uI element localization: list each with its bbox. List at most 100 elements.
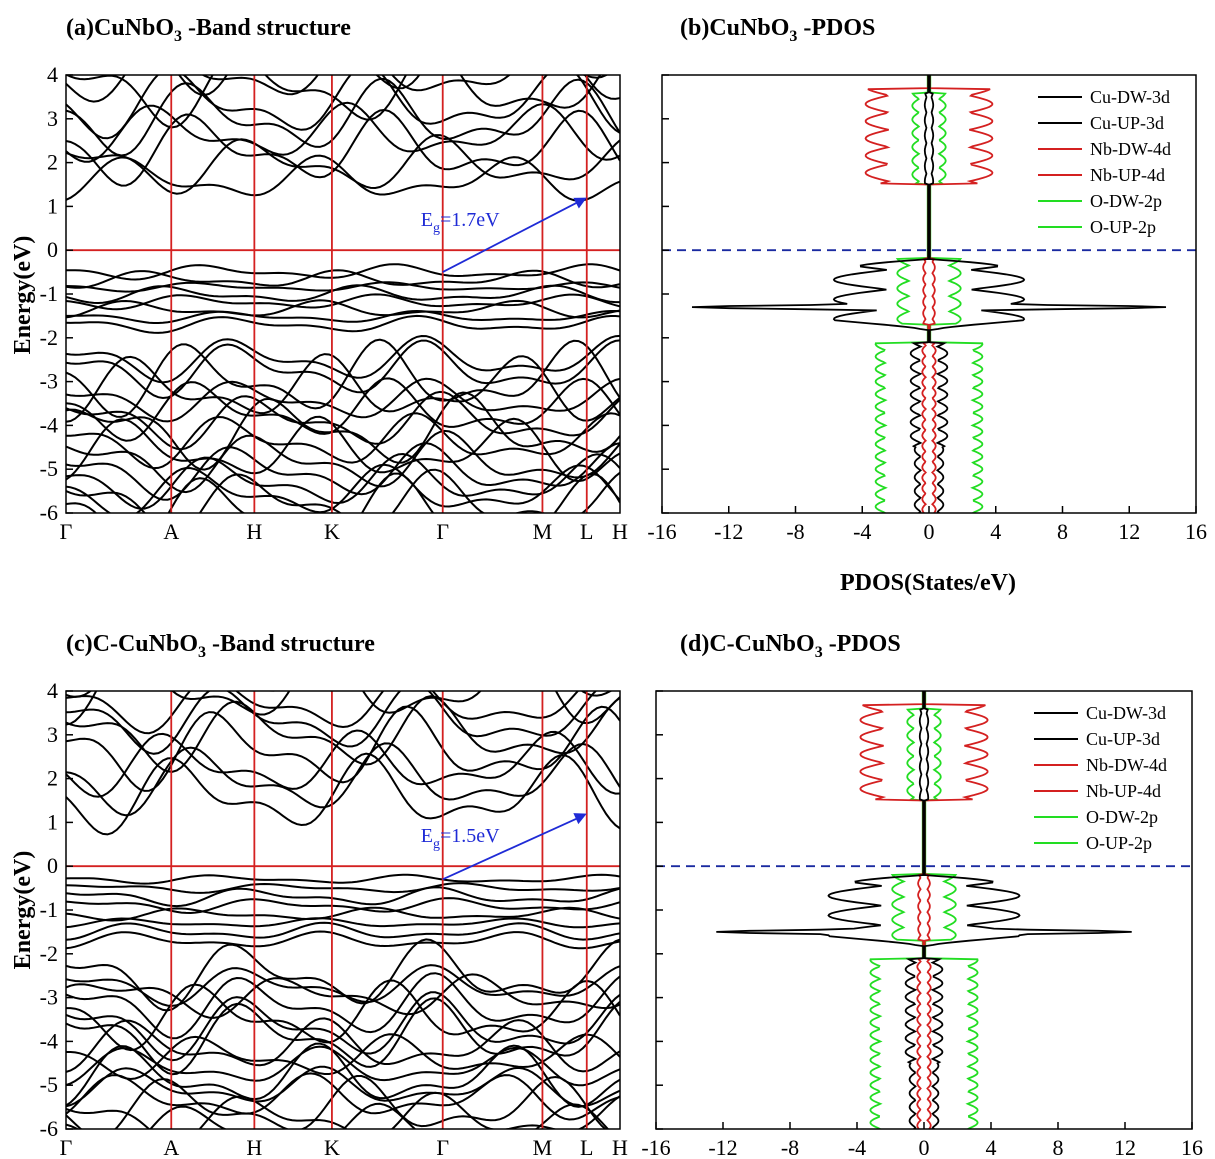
legend-label-5: O-UP-2p — [1086, 833, 1152, 853]
y-tick-label-0: 4 — [47, 678, 58, 703]
conduction-band-5 — [66, 691, 598, 755]
y-tick-label-7: -3 — [40, 369, 58, 394]
conduction-band-3 — [66, 101, 620, 163]
gap-arrow-line — [442, 816, 580, 881]
y-tick-label-8: -4 — [40, 1028, 58, 1053]
x-tick-label-8: 16 — [1181, 1135, 1203, 1159]
valence-band-17 — [66, 334, 620, 384]
valence-band-9 — [66, 873, 620, 885]
valence-band-22 — [66, 991, 620, 1062]
x-tick-label-8: 16 — [1185, 519, 1207, 544]
cu-3d-dw-curve — [716, 691, 926, 1129]
valence-band-20 — [66, 972, 620, 1040]
o-2p-up-curve — [929, 75, 984, 513]
valence-band-21 — [66, 979, 620, 1052]
gap-arrow-head — [573, 197, 587, 209]
energy-axis-label-a: Energy(eV) — [10, 236, 36, 355]
k-label-4: Γ — [436, 1135, 449, 1159]
x-tick-label-3: -4 — [848, 1135, 866, 1159]
valence-band-17 — [66, 938, 620, 1012]
k-label-4: Γ — [436, 519, 449, 544]
y-tick-label-7: -3 — [40, 985, 58, 1010]
band-lines — [66, 691, 620, 1129]
valence-band-25 — [66, 1033, 620, 1081]
k-label-6: L — [580, 1135, 593, 1159]
gap-arrow-head — [573, 813, 587, 825]
x-tick-label-2: -8 — [786, 519, 804, 544]
valence-band-29 — [66, 1072, 620, 1121]
k-label-3: K — [324, 1135, 340, 1159]
y-tick-label-1: 3 — [47, 106, 58, 131]
valence-band-27 — [66, 1042, 620, 1108]
valence-band-12 — [66, 284, 620, 305]
o-2p-up-curve — [924, 691, 979, 1129]
legend-label-2: Nb-DW-4d — [1090, 139, 1171, 159]
valence-band-10 — [66, 882, 620, 894]
valence-band-13 — [66, 906, 620, 922]
conduction-band-7 — [66, 691, 620, 726]
x-tick-label-0: -16 — [641, 1135, 670, 1159]
y-tick-label-1: 3 — [47, 722, 58, 747]
k-label-1: A — [163, 519, 179, 544]
x-tick-label-5: 4 — [990, 519, 1001, 544]
valence-band-23 — [66, 997, 620, 1076]
legend-label-1: Cu-UP-3d — [1086, 729, 1160, 749]
gap-arrow-line — [442, 200, 580, 273]
x-tick-label-7: 12 — [1118, 519, 1140, 544]
y-tick-label-10: -6 — [40, 500, 58, 525]
legend-label-3: Nb-UP-4d — [1090, 165, 1165, 185]
band-lines — [66, 75, 620, 513]
k-label-5: M — [533, 1135, 553, 1159]
x-tick-label-4: 0 — [919, 1135, 930, 1159]
legend-label-3: Nb-UP-4d — [1086, 781, 1161, 801]
nb-4d-up-curve — [923, 691, 989, 1129]
cu-3d-up-curve — [927, 75, 1167, 513]
valence-band-15 — [66, 921, 620, 941]
valence-band-32 — [66, 1102, 610, 1129]
valence-band-18 — [66, 964, 620, 1007]
y-tick-label-6: -2 — [40, 325, 58, 350]
y-tick-label-8: -4 — [40, 412, 58, 437]
conduction-band-0 — [66, 752, 620, 836]
cu-3d-up-curve — [922, 691, 1132, 1129]
valence-band-27 — [66, 429, 620, 494]
x-tick-label-1: -12 — [714, 519, 743, 544]
k-label-7: H — [612, 1135, 628, 1159]
k-label-2: H — [246, 1135, 262, 1159]
energy-axis-label-c: Energy(eV) — [10, 851, 36, 970]
valence-band-12 — [66, 897, 620, 915]
conduction-band-6 — [66, 691, 580, 735]
gap-label: Eg=1.5eV — [421, 825, 500, 852]
legend-label-4: O-DW-2p — [1090, 191, 1162, 211]
nb-4d-dw-curve — [864, 75, 930, 513]
y-tick-label-4: 0 — [47, 237, 58, 262]
valence-band-15 — [66, 309, 620, 324]
y-tick-label-6: -2 — [40, 941, 58, 966]
x-tick-label-6: 8 — [1053, 1135, 1064, 1159]
panel-b-title: (b)CuNbO3 -PDOS — [680, 15, 875, 45]
y-tick-label-0: 4 — [47, 62, 58, 87]
k-label-5: M — [533, 519, 553, 544]
panel-b-pdos: -16 -12 -8 -4 0 4 8 12 16 Cu-DW-3d Cu-UP-3d Nb-DW-4… — [647, 74, 1207, 544]
x-tick-label-6: 8 — [1057, 519, 1068, 544]
pdos-axis-label: PDOS(States/eV) — [840, 570, 1016, 596]
valence-band-16 — [66, 930, 620, 950]
o-2p-dw-curve — [869, 691, 924, 1129]
valence-band-26 — [66, 415, 620, 483]
valence-band-21 — [66, 377, 620, 423]
valence-band-31 — [66, 1091, 620, 1129]
valence-band-24 — [66, 391, 620, 471]
panel-d-title: (d)C-CuNbO3 -PDOS — [680, 631, 901, 661]
y-tick-label-9: -5 — [40, 456, 58, 481]
valence-band-29 — [66, 452, 620, 510]
valence-band-20 — [66, 353, 620, 423]
valence-band-25 — [66, 412, 620, 470]
conduction-band-2 — [66, 729, 620, 798]
y-tick-label-5: -1 — [40, 897, 58, 922]
conduction-band-7 — [66, 75, 620, 103]
legend-label-0: Cu-DW-3d — [1086, 703, 1166, 723]
conduction-band-2 — [66, 108, 620, 187]
x-tick-label-3: -4 — [853, 519, 871, 544]
